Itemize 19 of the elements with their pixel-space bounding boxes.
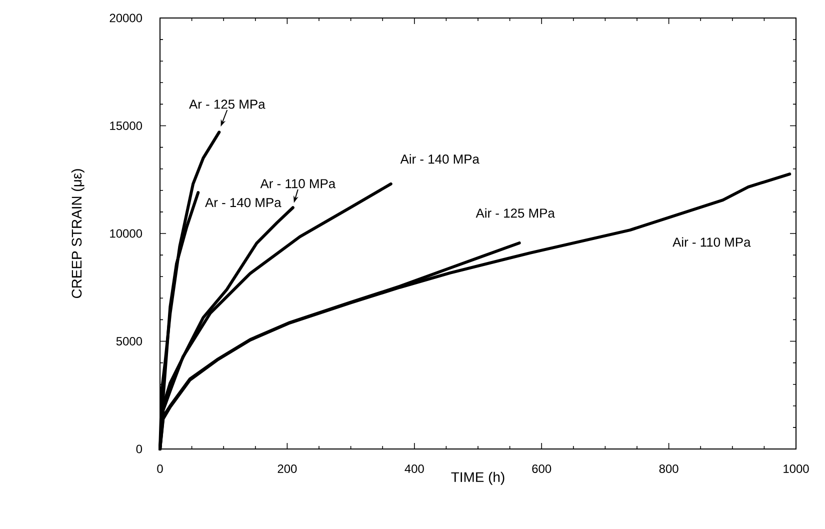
series-label: Air - 140 MPa <box>400 154 480 164</box>
x-tick-label: 400 <box>404 464 424 473</box>
text: Air - 125 MPa <box>476 208 555 218</box>
y-tick-label: 20000 <box>110 14 142 22</box>
y-tick-label: 15000 <box>110 122 142 130</box>
series-label: Ar - 110 MPa <box>260 179 336 188</box>
y-tick-label: 10000 <box>110 229 142 238</box>
series-label: Ar - 140 MPa <box>205 198 282 208</box>
x-tick-label: 0 <box>157 464 163 473</box>
x-tick-label: 200 <box>278 464 297 473</box>
x-axis-title: TIME (h) <box>451 472 504 485</box>
y-tick-label: 0 <box>136 444 142 454</box>
y-tick-label: 5000 <box>116 337 142 346</box>
x-tick-label: 1000 <box>784 464 809 473</box>
y-axis-title: CREEP STRAIN (με) <box>71 169 84 298</box>
series-label: Air - 110 MPa <box>672 237 751 247</box>
legend-label: Ar - 125 MPa <box>189 100 266 109</box>
x-tick-label: 600 <box>532 464 552 473</box>
x-tick-label: 800 <box>659 464 678 473</box>
